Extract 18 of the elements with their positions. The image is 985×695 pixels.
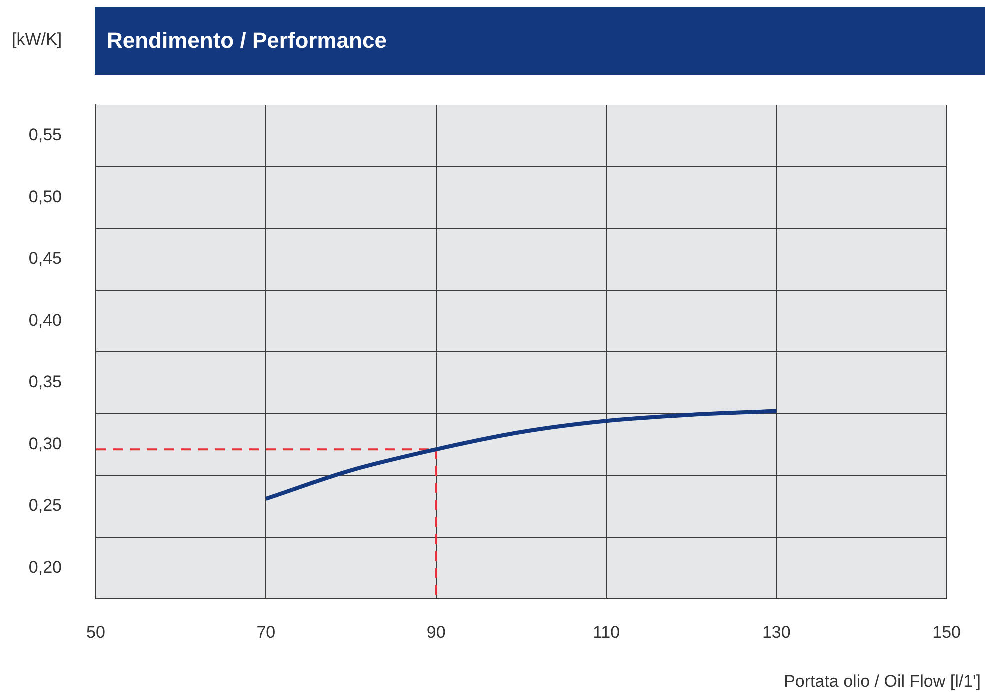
x-tick-label: 150: [932, 622, 962, 642]
y-tick-label: 0,25: [28, 496, 62, 516]
y-axis-title: [kW/K]: [12, 30, 62, 50]
x-tick-label: 50: [86, 622, 106, 642]
y-tick-label: 0,40: [28, 310, 62, 330]
x-tick-label: 90: [426, 622, 446, 642]
x-tick-label: 110: [592, 622, 620, 642]
y-tick-label: 0,35: [28, 372, 62, 392]
chart-title: Rendimento / Performance: [95, 7, 985, 75]
line-series: [264, 409, 779, 501]
x-tick-label: 130: [762, 622, 791, 642]
x-tick-label: 70: [256, 622, 276, 642]
y-tick-label: 0,45: [28, 249, 62, 268]
y-tick-label: 0,55: [28, 126, 62, 145]
y-tick-label: 0,30: [28, 434, 62, 454]
y-tick-label: 0,20: [28, 558, 62, 577]
y-tick-label: 0,50: [28, 187, 62, 206]
x-axis-title: Portata olio / Oil Flow [l/1']: [784, 672, 981, 692]
